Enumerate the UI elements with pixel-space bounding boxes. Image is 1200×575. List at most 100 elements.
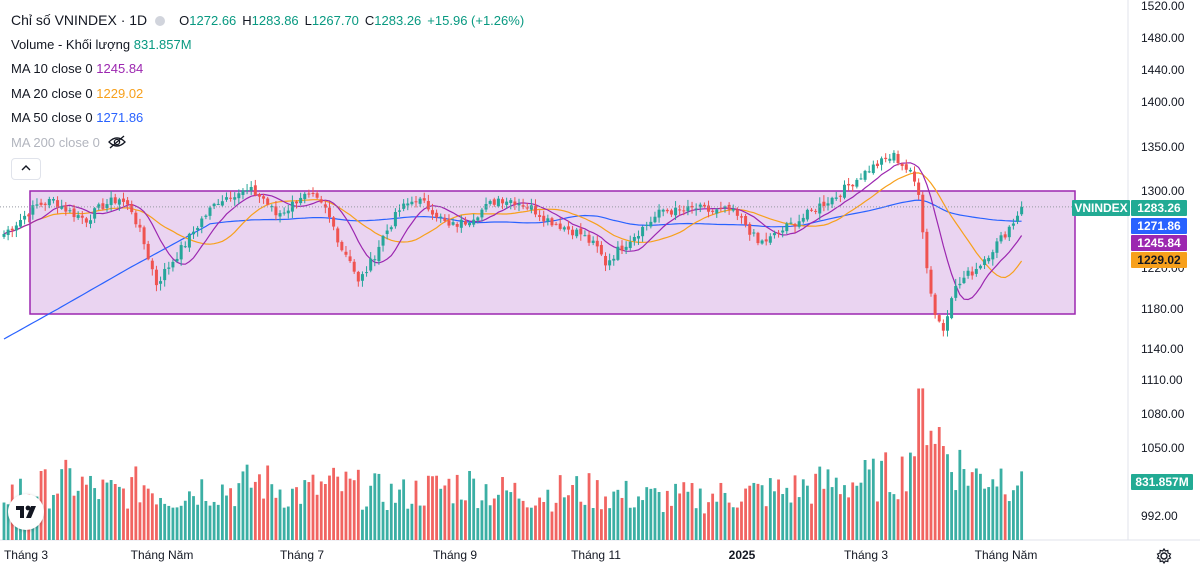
candle	[550, 216, 554, 227]
candle	[150, 258, 154, 276]
candle	[739, 213, 743, 224]
volume-bar	[834, 477, 838, 540]
candle	[917, 178, 921, 200]
volume-bar	[678, 493, 682, 540]
legend-volume[interactable]: Volume - Khối lượng 831.857M	[11, 33, 524, 58]
candle	[249, 181, 253, 195]
volume-bar	[43, 469, 47, 540]
ma20-line[interactable]	[3, 172, 1023, 279]
candle	[777, 230, 781, 238]
candle	[529, 198, 533, 214]
volume-bar	[68, 468, 72, 540]
volume-bar	[439, 488, 443, 540]
tradingview-logo[interactable]	[8, 494, 44, 530]
ma50-line[interactable]	[3, 199, 1022, 340]
volume-series	[2, 388, 1024, 540]
candle	[950, 296, 954, 320]
y-tick-label: 1520.00	[1141, 0, 1185, 13]
volume-bar	[501, 477, 504, 540]
legend-ma50[interactable]: MA 50 close 0 1271.86	[11, 106, 524, 131]
candle	[595, 235, 599, 253]
candle	[805, 208, 809, 222]
candle	[904, 159, 908, 173]
candle	[921, 191, 925, 239]
x-tick-label: 2025	[729, 548, 756, 562]
volume-tag[interactable]: 831.857M	[1131, 474, 1193, 490]
volume-bar	[806, 485, 809, 540]
volume-bar	[941, 446, 945, 540]
candle	[628, 235, 632, 251]
volume-bar	[690, 483, 694, 540]
volume-bar	[142, 485, 146, 540]
volume-bar	[616, 489, 620, 540]
candle	[229, 191, 233, 202]
ma20-price-tag[interactable]: 1229.02	[1131, 252, 1187, 268]
candle	[319, 195, 323, 204]
volume-bar	[781, 494, 785, 540]
candle	[270, 204, 274, 212]
candle	[641, 225, 645, 242]
candle	[649, 216, 653, 229]
ma10-price-tag[interactable]: 1245.84	[1131, 235, 1187, 251]
candle	[632, 233, 636, 246]
ma200-label: MA 200 close 0	[11, 134, 100, 150]
candle	[237, 189, 241, 204]
volume-bar	[369, 485, 373, 540]
candle	[723, 205, 727, 213]
volume-bar	[93, 488, 97, 540]
candle	[970, 266, 974, 280]
candle	[620, 240, 624, 254]
candle	[505, 197, 509, 209]
volume-bar	[773, 491, 776, 540]
candle	[983, 256, 987, 270]
volume-bar	[52, 494, 55, 540]
last-price-tag[interactable]: 1283.26	[1131, 200, 1187, 216]
candle	[999, 231, 1003, 244]
candle	[896, 150, 900, 166]
candle	[661, 208, 665, 217]
volume-bar	[665, 490, 669, 540]
candle	[315, 190, 319, 200]
ma10-line[interactable]	[3, 162, 1023, 301]
svg-text:1283.26: 1283.26	[1137, 201, 1181, 215]
candle	[892, 150, 896, 163]
volume-bar	[117, 486, 121, 540]
symbol-tag[interactable]: VNINDEX	[1072, 200, 1130, 216]
volume-bar	[220, 484, 224, 540]
volume-bar	[64, 459, 68, 540]
gear-icon[interactable]	[1156, 547, 1172, 565]
volume-bar	[900, 456, 904, 540]
candle	[814, 208, 818, 215]
candle	[929, 266, 933, 297]
candle	[64, 202, 68, 216]
volume-bar	[340, 491, 344, 540]
candle	[707, 200, 711, 218]
volume-bar	[711, 493, 715, 540]
candle	[459, 215, 463, 233]
collapse-legend-button[interactable]	[11, 158, 41, 180]
candle	[56, 196, 60, 214]
volume-bar	[624, 480, 628, 540]
range-box[interactable]	[29, 190, 1076, 315]
volume-bar	[546, 489, 550, 540]
candle	[344, 246, 348, 258]
candle	[121, 192, 125, 208]
candle	[785, 221, 789, 235]
volume-bar	[859, 482, 863, 540]
volume-bar	[777, 479, 780, 540]
volume-bar	[60, 469, 64, 540]
volume-bar	[311, 474, 315, 540]
eye-crossed-icon[interactable]	[107, 133, 126, 158]
legend-ma20[interactable]: MA 20 close 0 1229.02	[11, 82, 524, 107]
candle	[23, 210, 27, 225]
volume-bar	[126, 508, 129, 540]
candle	[192, 226, 196, 239]
legend-ma200[interactable]: MA 200 close 0	[11, 131, 524, 156]
candle	[991, 249, 995, 266]
candle	[538, 210, 542, 222]
volume-bar	[233, 506, 237, 540]
volume-bar	[377, 473, 381, 540]
legend-ma10[interactable]: MA 10 close 0 1245.84	[11, 57, 524, 82]
chart-title[interactable]: Chỉ số VNINDEX · 1D	[11, 12, 148, 28]
ma50-price-tag[interactable]: 1271.86	[1131, 218, 1187, 234]
